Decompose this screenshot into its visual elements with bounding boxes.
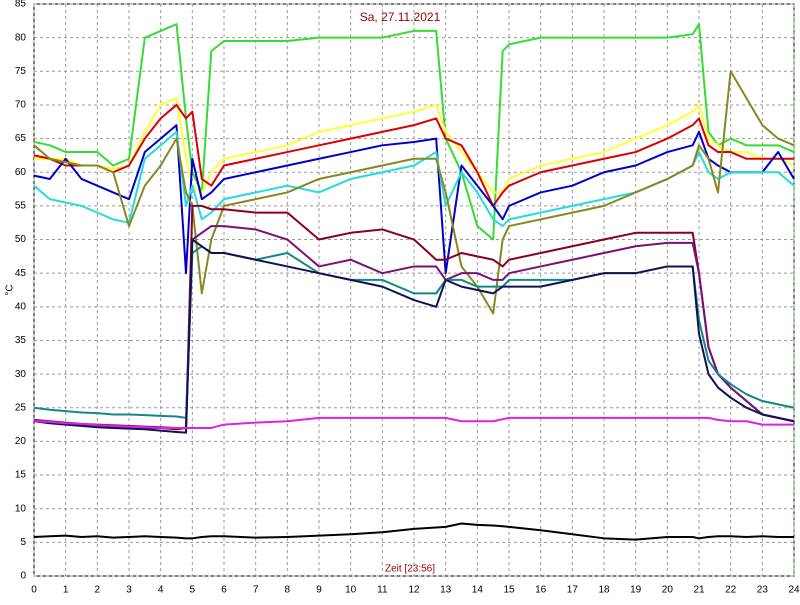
x-tick-label: 17 xyxy=(567,585,579,596)
data-line xyxy=(33,103,794,207)
x-tick-label: 24 xyxy=(788,585,800,596)
x-tick-label: 16 xyxy=(535,585,547,596)
y-tick-label: 60 xyxy=(15,167,27,178)
y-tick-label: 70 xyxy=(15,100,27,111)
y-tick-label: 45 xyxy=(15,268,27,279)
y-tick-label: 0 xyxy=(20,571,26,582)
x-tick-label: 13 xyxy=(440,585,452,596)
y-tick-label: 5 xyxy=(20,537,26,548)
data-line xyxy=(33,416,794,429)
data-line xyxy=(33,124,795,275)
x-tick-label: 21 xyxy=(693,585,705,596)
y-tick-label: 55 xyxy=(15,201,27,212)
data-line xyxy=(33,70,795,315)
x-tick-label: 5 xyxy=(190,585,196,596)
x-axis-label: Zeit [23:56] xyxy=(385,564,435,575)
x-tick-label: 23 xyxy=(757,585,769,596)
y-tick-label: 65 xyxy=(15,133,27,144)
x-tick-label: 22 xyxy=(725,585,737,596)
data-line xyxy=(33,245,795,419)
data-line xyxy=(33,522,794,541)
y-tick-label: 20 xyxy=(15,436,27,447)
x-tick-label: 6 xyxy=(221,585,227,596)
x-tick-label: 7 xyxy=(253,585,259,596)
x-tick-label: 15 xyxy=(503,585,515,596)
y-tick-label: 25 xyxy=(15,402,27,413)
x-tick-label: 3 xyxy=(126,585,132,596)
x-tick-label: 2 xyxy=(95,585,101,596)
y-tick-label: 10 xyxy=(15,503,27,514)
x-tick-label: 19 xyxy=(630,585,642,596)
x-tick-label: 12 xyxy=(408,585,420,596)
x-tick-label: 10 xyxy=(345,585,357,596)
x-tick-label: 20 xyxy=(662,585,674,596)
y-tick-label: 80 xyxy=(15,32,27,43)
x-tick-label: 18 xyxy=(598,585,610,596)
x-tick-label: 1 xyxy=(63,585,69,596)
x-tick-label: 4 xyxy=(158,585,164,596)
data-line xyxy=(34,97,795,194)
y-tick-label: 85 xyxy=(15,0,27,10)
y-tick-label: 30 xyxy=(15,369,27,380)
y-tick-label: 75 xyxy=(15,66,27,77)
x-tick-label: 11 xyxy=(377,585,388,596)
y-tick-label: 15 xyxy=(15,470,27,481)
y-tick-label: 40 xyxy=(15,301,27,312)
data-line xyxy=(33,23,795,241)
y-axis-label: °C xyxy=(5,284,16,295)
x-tick-label: 0 xyxy=(31,585,37,596)
y-tick-label: 35 xyxy=(15,335,27,346)
x-tick-label: 14 xyxy=(472,585,484,596)
chart-title: Sa, 27.11.2021 xyxy=(360,10,441,24)
x-tick-label: 8 xyxy=(285,585,291,596)
y-tick-label: 50 xyxy=(15,234,27,245)
x-tick-label: 9 xyxy=(316,585,322,596)
data-line xyxy=(33,238,795,434)
